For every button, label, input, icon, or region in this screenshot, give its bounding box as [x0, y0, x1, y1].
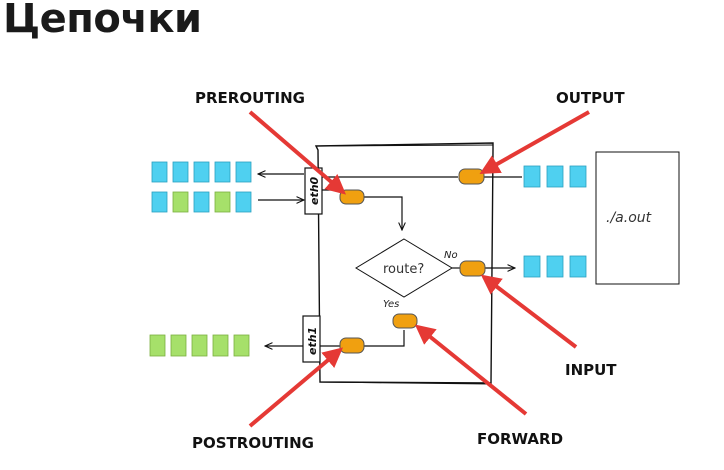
input-hook: [459, 260, 486, 277]
process-label: ./a.out: [606, 210, 652, 226]
forward-hook: [392, 313, 418, 329]
queue-eth1-out: [149, 334, 250, 357]
eth1-interface: [302, 315, 321, 363]
route-decision-label: route?: [383, 262, 424, 277]
process-box: [595, 151, 680, 285]
queue-eth0-out: [151, 161, 252, 183]
queue-input: [523, 255, 587, 278]
postrouting-label: POSTROUTING: [192, 434, 314, 452]
output-arrow: [479, 110, 590, 174]
input-label: INPUT: [565, 361, 617, 379]
eth0-label: eth0: [308, 176, 321, 205]
decision-no-label: No: [444, 250, 458, 261]
forward-arrow: [414, 324, 528, 416]
output-hook: [458, 168, 485, 185]
input-arrow: [480, 274, 578, 349]
forward-label: FORWARD: [477, 430, 563, 448]
prerouting-arrow: [248, 110, 347, 195]
queue-output: [523, 165, 587, 188]
queue-eth0-in: [151, 191, 252, 213]
route-decision: [355, 238, 453, 298]
eth1-label: eth1: [306, 327, 319, 355]
postrouting-hook: [339, 337, 365, 354]
output-label: OUTPUT: [556, 89, 625, 107]
decision-yes-label: Yes: [383, 299, 399, 310]
page-title: Цепочки: [3, 0, 202, 42]
prerouting-label: PREROUTING: [195, 89, 305, 107]
postrouting-arrow: [248, 347, 344, 428]
prerouting-hook: [339, 189, 365, 205]
host-boundary: [314, 142, 494, 384]
